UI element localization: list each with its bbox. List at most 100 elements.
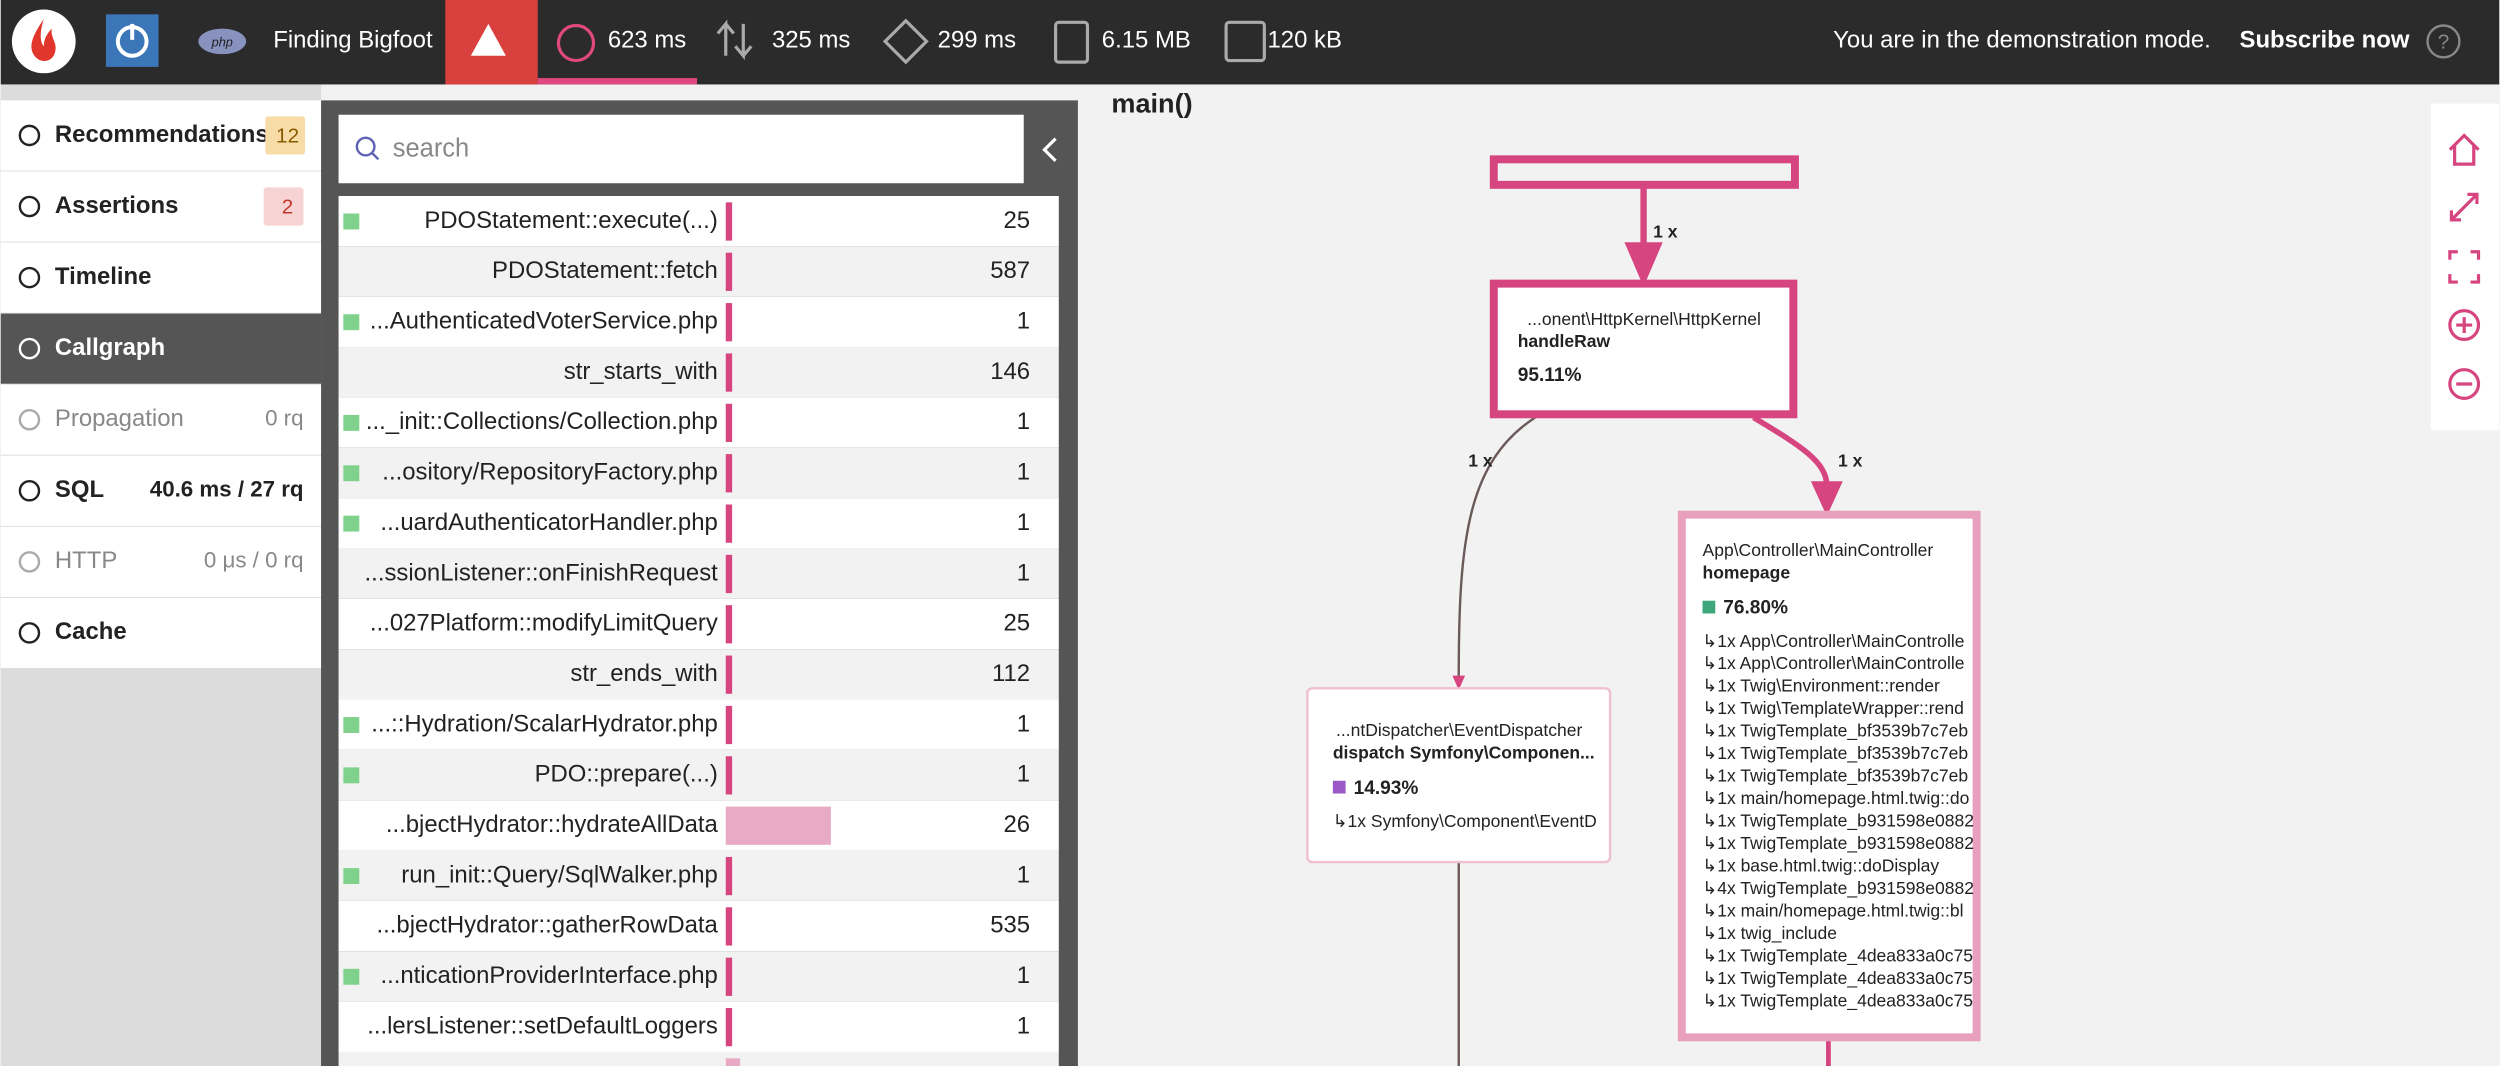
function-row[interactable] [338,649,1059,700]
function-row[interactable] [338,347,1059,398]
function-name: ...lersListener::setDefaultLoggers [367,1012,718,1039]
sidebar-icon [18,195,41,218]
function-row[interactable] [338,195,1059,247]
metric[interactable]: 325 ms [772,27,850,54]
function-row[interactable] [338,749,1059,801]
sidebar-icon [18,551,41,573]
function-row[interactable] [338,1001,1059,1052]
sidebar-label: Callgraph [55,334,165,361]
app-name[interactable]: Finding Bigfoot [273,27,433,54]
function-name: ...bjectHydrator::hydrateAllData [386,811,719,838]
status-flag [343,868,360,885]
clock-icon [556,23,596,63]
zoom-in-button[interactable] [2448,309,2481,341]
call-count: 535 [990,912,1030,939]
sidebar-item[interactable] [0,526,322,597]
function-row[interactable] [338,800,1059,851]
node-method: dispatch [1333,742,1405,762]
sidebar-item[interactable] [0,313,322,384]
metric[interactable]: 6.15 MB [1102,27,1191,54]
search-box[interactable] [338,114,1024,184]
memory-icon [1054,20,1090,64]
metric[interactable]: 120 kB [1268,27,1342,54]
function-name: ...::Hydration/ScalarHydrator.php [371,710,718,737]
function-name: PDO::prepare(...) [535,761,718,788]
zoom-in-icon [2456,317,2473,334]
function-row[interactable] [338,699,1059,750]
function-row[interactable] [338,447,1059,499]
node-call: ↳1x TwigTemplate_bf3539b7c7eb [1703,721,1969,742]
status-flag [343,767,360,784]
php-label: php [211,34,233,49]
edge-label: 1 x [1468,451,1493,471]
fit-button[interactable] [2448,250,2481,284]
call-count: 1 [1017,761,1030,788]
demo-text: You are in the demonstration mode. [1833,27,2211,54]
call-count: 1 [1017,962,1030,989]
zoom-out-button[interactable] [2448,368,2481,400]
call-count: 1 [1017,308,1030,335]
function-row[interactable] [338,598,1059,650]
function-name: run_init::Query/SqlWalker.php [401,861,717,888]
metric[interactable]: 623 ms [608,27,686,54]
logo[interactable] [11,9,76,74]
sidebar-label: Timeline [55,263,151,290]
node[interactable] [1489,279,1798,419]
node[interactable] [1677,510,1981,1042]
fullscreen-button[interactable] [2449,192,2479,222]
help-icon[interactable] [2426,24,2461,59]
node-call: ↳1x twig_include [1703,923,1837,944]
function-row[interactable] [338,296,1059,348]
metric[interactable]: 299 ms [938,27,1016,54]
search-icon [371,152,380,161]
node-call: ↳1x main/homepage.html.twig::bl [1703,900,1964,920]
search-placeholder: search [393,135,470,163]
sidebar-label: Assertions [55,192,178,219]
function-name: ...027Platform::modifyLimitQuery [370,610,718,637]
sidebar-item[interactable] [0,384,322,455]
node-argument: Symfony\Componen... [1410,742,1595,762]
sidebar-item[interactable] [0,242,322,313]
home-button[interactable] [2448,133,2480,166]
node[interactable] [1306,687,1612,864]
function-row[interactable] [338,900,1059,952]
callgraph-title: main() [1111,87,1192,118]
function-row[interactable] [338,850,1059,901]
power-button[interactable] [105,14,159,67]
call-count: 1 [1017,459,1030,486]
sidebar-item[interactable] [0,597,322,668]
function-row[interactable] [338,397,1059,448]
edge-arrow [1810,481,1843,517]
call-count: 112 [992,660,1030,687]
sidebar-label: Cache [55,618,127,645]
node-call: ↳1x base.html.twig::doDisplay [1703,855,1940,875]
function-name: str_starts_with [564,358,718,385]
node-call: ↳1x App\Controller\MainControlle [1703,653,1965,673]
sidebar-icon [18,337,41,360]
function-row[interactable] [338,246,1059,297]
status-flag [343,465,360,482]
collapse-button[interactable] [1042,137,1057,163]
sidebar-icon [18,480,41,502]
function-name: PDOStatement::execute(...) [424,207,717,234]
search-icon [355,136,376,157]
node-call: ↳1x TwigTemplate_4dea833a0c75 [1703,968,1973,989]
subscribe-link[interactable]: Subscribe now [2240,27,2410,54]
alert-icon [470,23,506,56]
node-call: ↳1x App\Controller\MainControlle [1703,631,1965,651]
function-row[interactable] [338,951,1059,1002]
function-row[interactable] [338,498,1059,549]
node-percent: 76.80% [1723,598,1788,619]
status-flag [343,515,360,532]
sidebar-item[interactable] [0,455,322,526]
badge-count: 12 [276,125,299,148]
function-row[interactable] [338,548,1059,599]
status-flag [343,314,360,331]
node-method: homepage [1703,562,1791,582]
function-row [338,1051,1059,1066]
node-namespace: ...onent\HttpKernel\HttpKernel [1527,309,1761,329]
function-name: str_ends_with [570,660,717,687]
sidebar-label: SQL [55,476,104,503]
call-count: 1 [1017,509,1030,536]
